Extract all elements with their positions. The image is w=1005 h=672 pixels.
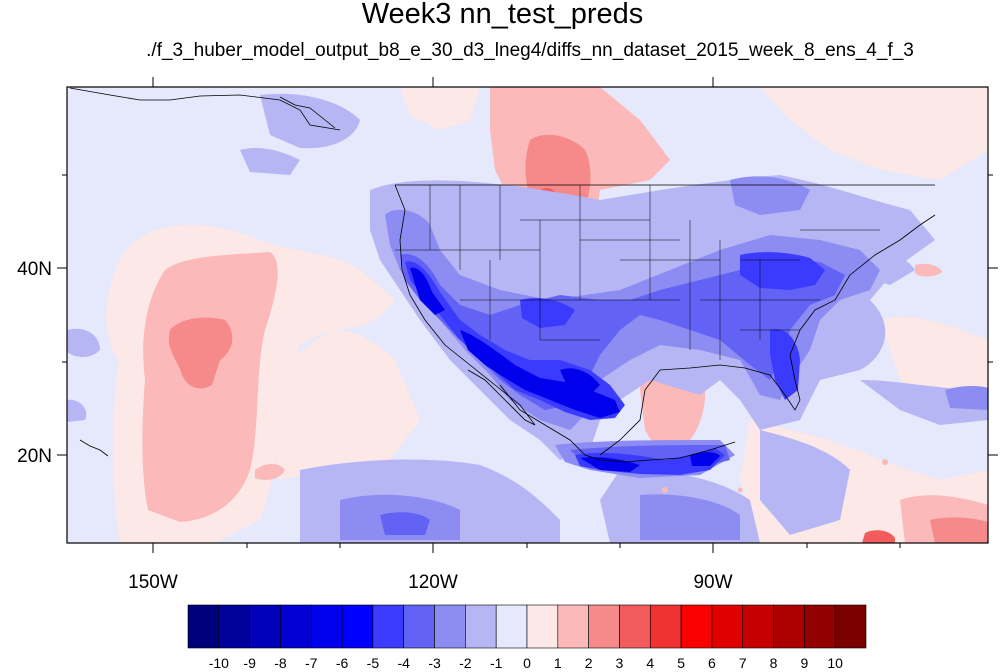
colorbar-swatch bbox=[434, 604, 466, 649]
colorbar-swatch bbox=[403, 604, 435, 649]
colorbar-label: -5 bbox=[367, 655, 380, 671]
lon-label-120w: 120W bbox=[408, 572, 458, 593]
lon-label-150w: 150W bbox=[128, 572, 178, 593]
colorbar-swatch bbox=[834, 604, 867, 649]
colorbar-label: 4 bbox=[646, 655, 654, 671]
colorbar-label: 6 bbox=[708, 655, 716, 671]
colorbar-label: -1 bbox=[490, 655, 503, 671]
colorbar-label: -2 bbox=[459, 655, 472, 671]
colorbar-label: 1 bbox=[554, 655, 562, 671]
colorbar-swatch bbox=[310, 604, 343, 649]
colorbar-label: -7 bbox=[305, 655, 318, 671]
map-title: Week3 nn_test_preds bbox=[361, 0, 644, 30]
anomaly-field bbox=[67, 87, 988, 543]
colorbar-label: -10 bbox=[209, 655, 229, 671]
colorbar: -10 -9 -8 -7 -6 -5 -4 -3 -2 -1 0 1 2 3 4 5 6 7 8 9 10 bbox=[187, 604, 867, 671]
colorbar-swatch bbox=[372, 604, 405, 649]
lat-label-40n: 40N bbox=[17, 259, 52, 280]
colorbar-label: 3 bbox=[616, 655, 624, 671]
colorbar-label: 9 bbox=[800, 655, 808, 671]
colorbar-swatch bbox=[280, 604, 312, 649]
colorbar-swatch bbox=[619, 604, 651, 649]
colorbar-swatch bbox=[804, 604, 836, 649]
colorbar-label: -3 bbox=[428, 655, 441, 671]
colorbar-swatch bbox=[341, 604, 374, 649]
colorbar-swatch bbox=[218, 604, 250, 649]
colorbar-label: -9 bbox=[243, 655, 256, 671]
colorbar-swatch bbox=[557, 604, 589, 649]
islands bbox=[662, 459, 888, 493]
colorbar-swatch bbox=[649, 604, 682, 649]
colorbar-label: -4 bbox=[398, 655, 411, 671]
deep-blue-areas bbox=[410, 267, 720, 472]
colorbar-swatch bbox=[588, 604, 620, 649]
colorbar-label: 10 bbox=[827, 655, 843, 671]
colorbar-swatch bbox=[249, 604, 281, 649]
map-subtitle: ./f_3_huber_model_output_b8_e_30_d3_lneg… bbox=[146, 40, 914, 61]
colorbar-label: -6 bbox=[336, 655, 349, 671]
colorbar-label: 7 bbox=[739, 655, 747, 671]
colorbar-swatch bbox=[187, 604, 220, 649]
colorbar-label: 5 bbox=[677, 655, 685, 671]
colorbar-swatch bbox=[465, 604, 497, 649]
colorbar-swatch bbox=[495, 604, 528, 649]
state-borders bbox=[395, 185, 880, 360]
colorbar-swatch bbox=[526, 604, 559, 649]
colorbar-swatch bbox=[711, 604, 744, 649]
colorbar-label: 8 bbox=[770, 655, 778, 671]
lat-label-20n: 20N bbox=[17, 446, 52, 467]
colorbar-label: 2 bbox=[585, 655, 593, 671]
lon-label-90w: 90W bbox=[693, 572, 732, 593]
colorbar-swatch bbox=[742, 604, 774, 649]
colorbar-label: -8 bbox=[274, 655, 287, 671]
colorbar-swatch bbox=[680, 604, 713, 649]
axis-ticks bbox=[57, 77, 998, 553]
colorbar-label: 0 bbox=[523, 655, 531, 671]
colorbar-swatch bbox=[773, 604, 805, 649]
